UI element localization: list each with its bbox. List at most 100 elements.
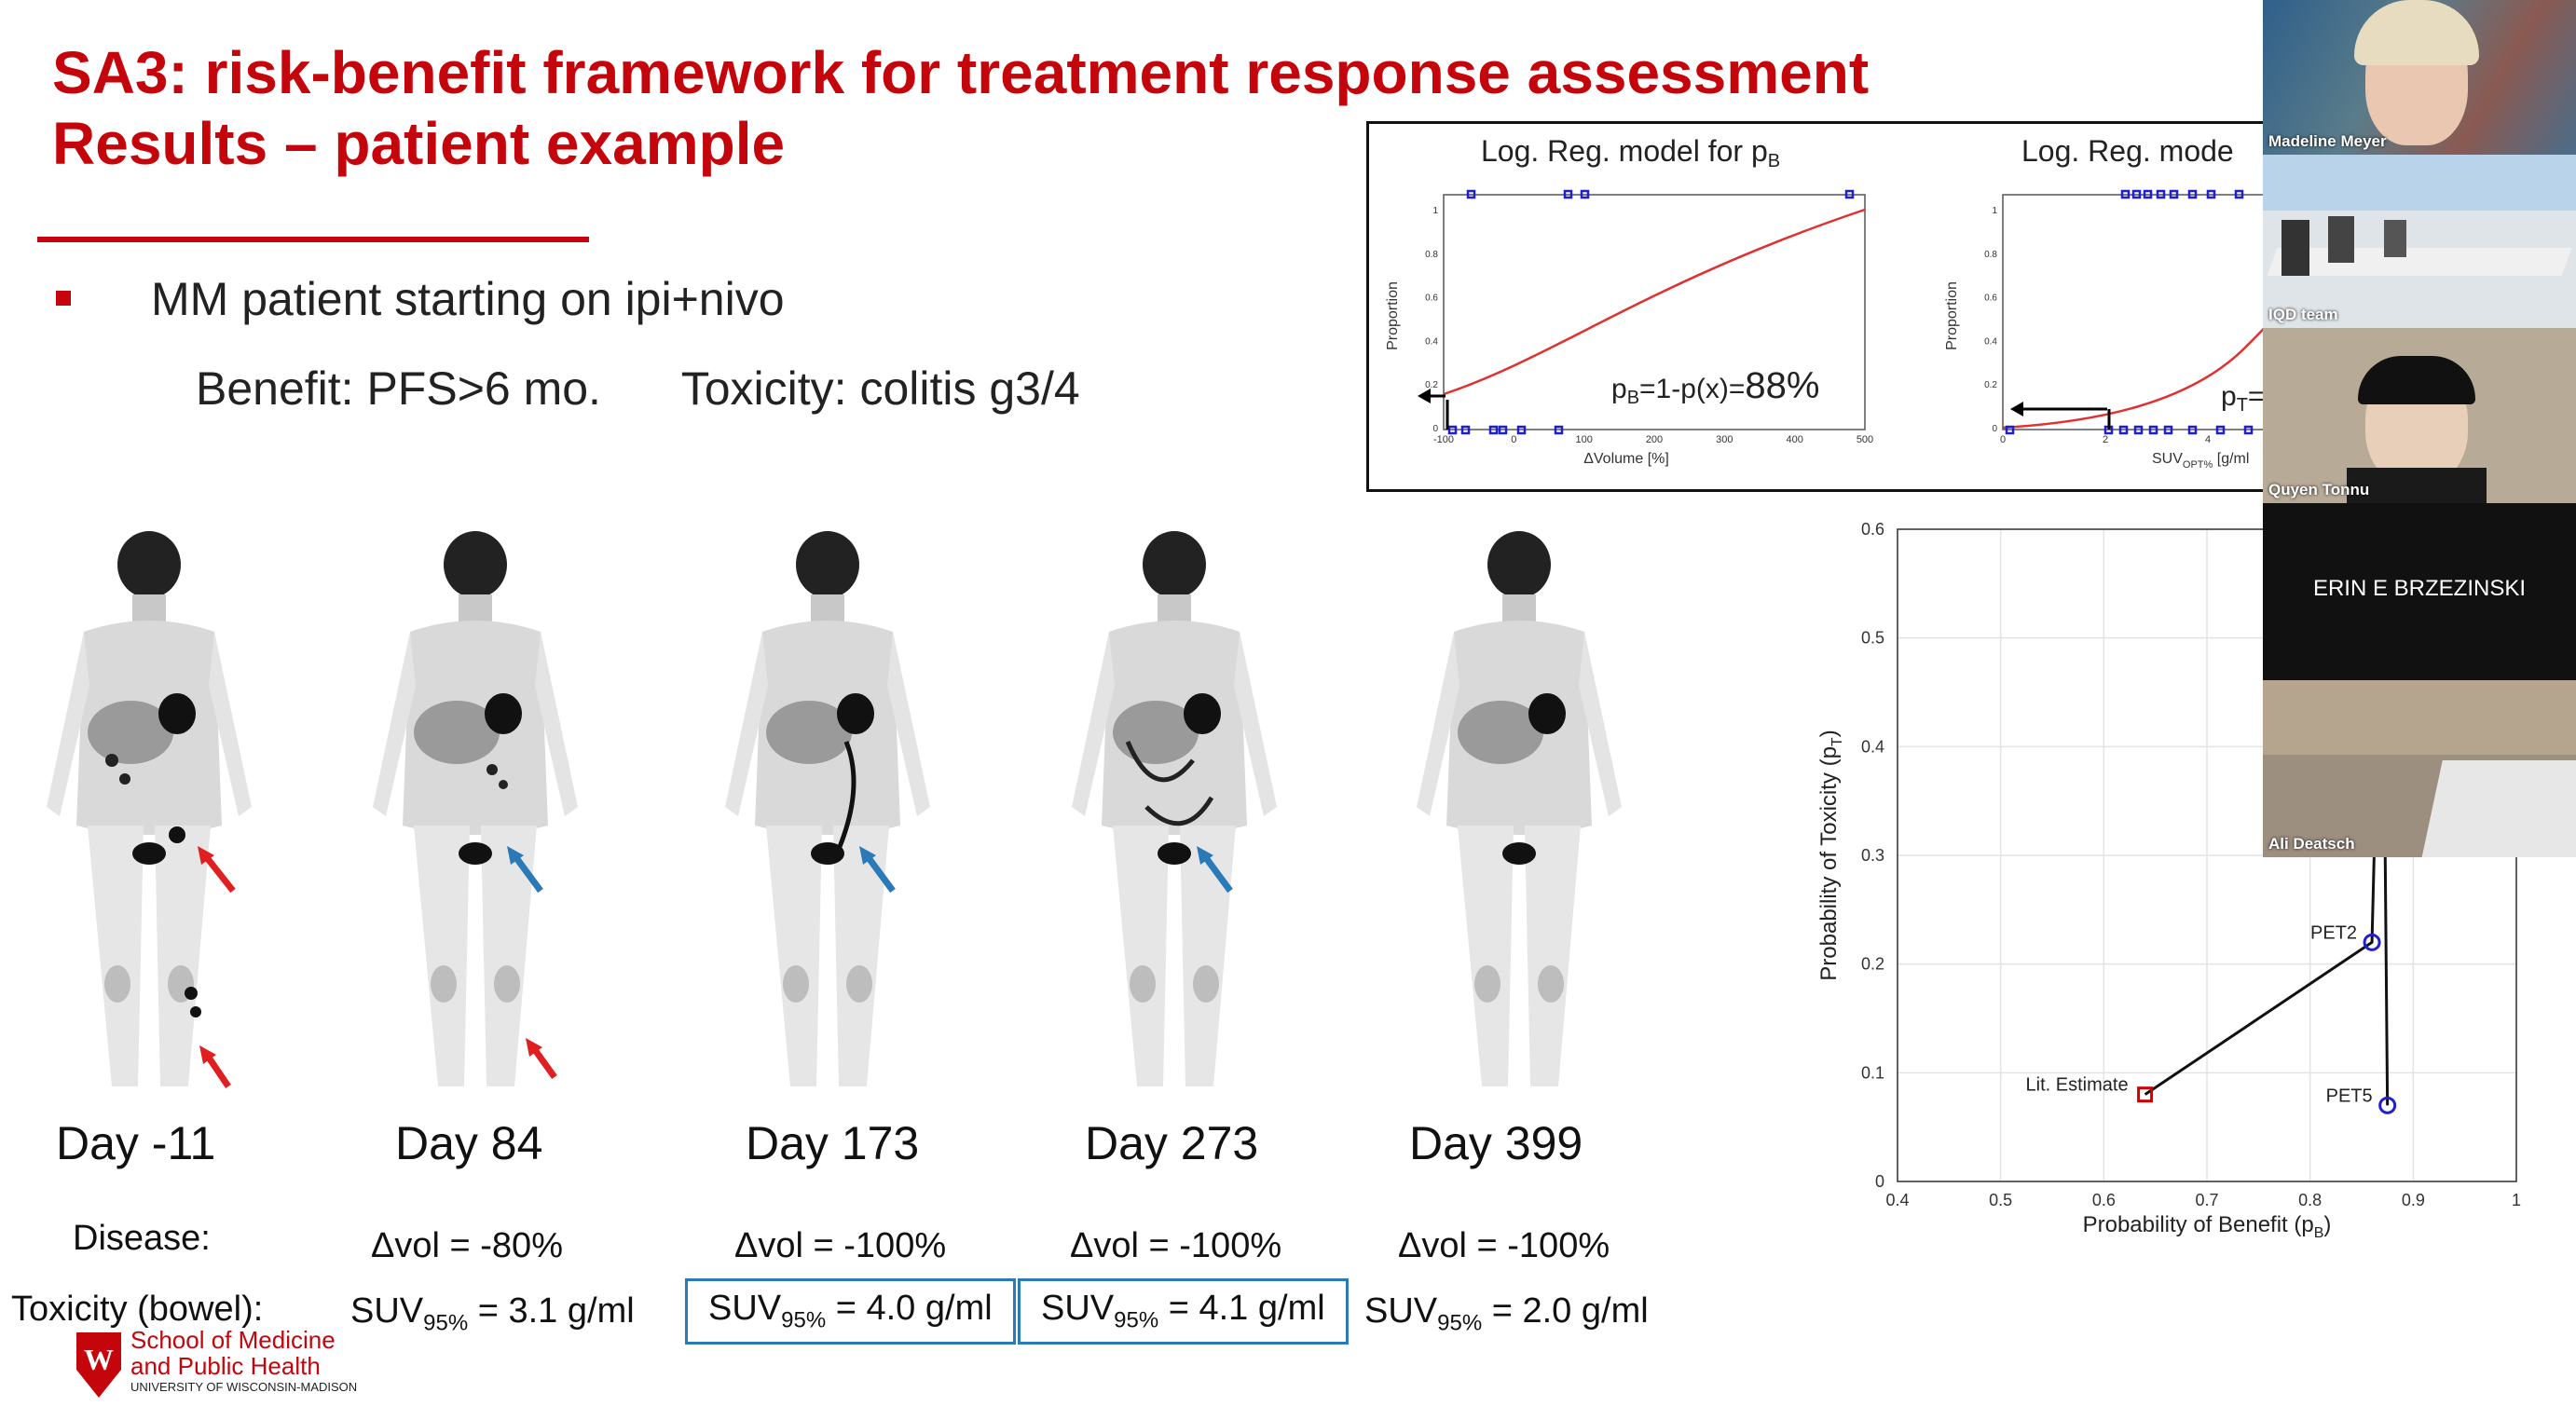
left-xlabel: ΔVolume [%] [1583,451,1669,467]
title-line-1: SA3: risk-benefit framework for treatmen… [52,39,1870,106]
day-label: Day 84 [395,1117,543,1169]
participant-name: Quyen Tonnu [2268,481,2370,498]
left-xtick-label: 500 [1857,434,1873,445]
y-tick-label: 0.3 [1861,846,1884,865]
right-ylabel: Proportion [1944,281,1960,350]
y-tick-label: 0 [1875,1172,1884,1191]
participant-name: IQD team [2268,306,2338,323]
toxicity-label: Toxicity (bowel): [11,1290,264,1329]
bullet-text: MM patient starting on ipi+nivo [151,273,785,325]
participant-tile[interactable]: Ali Deatsch [2263,680,2576,857]
right-xtick-label: 2 [2103,434,2108,445]
svg-text:W: W [84,1343,114,1376]
pet-image-day-273 [1072,531,1277,1086]
left-ytick-label: 1 [1432,206,1438,216]
slide-title: SA3: risk-benefit framework for treatmen… [52,37,1869,179]
participant-tile[interactable]: Quyen Tonnu [2263,328,2576,503]
dvol-value: Δvol = -100% [1398,1226,1610,1265]
y-tick-label: 0.4 [1861,737,1884,756]
left-panel-title: Log. Reg. model for pB [1481,134,1780,171]
participant-name: Ali Deatsch [2268,835,2355,853]
suv-value-boxed: SUV95% = 4.1 g/ml [1018,1278,1349,1345]
dvol-value: Δvol = -100% [1070,1226,1282,1265]
arrow-left-icon [2010,402,2023,416]
left-ytick-label: 0.4 [1425,336,1438,347]
point-marker [2137,1086,2154,1103]
right-xtick-label: 4 [2205,434,2211,445]
x-tick-label: 0.5 [1989,1191,2012,1209]
right-ytick-label: 0 [1992,424,1997,434]
y-tick-label: 0.2 [1861,955,1884,974]
x-tick-label: 0.6 [2092,1191,2116,1209]
right-formula: pT= [2221,381,2264,416]
left-xtick-label: 300 [1716,434,1733,445]
day-label: Day 399 [1409,1117,1583,1169]
left-ylabel: Proportion [1385,281,1401,350]
point-marker [2363,933,2381,951]
logo-line-2: and Public Health [130,1352,321,1380]
point-label: PET2 [2310,922,2357,943]
pet-image-day-173 [725,531,930,1086]
x-tick-label: 0.9 [2402,1191,2425,1209]
logo-line-3: UNIVERSITY OF WISCONSIN-MADISON [130,1380,358,1394]
day-label: Day -11 [56,1117,216,1169]
benefit-text: Benefit: PFS>6 mo. [196,362,601,415]
left-xtick-label: 400 [1786,434,1802,445]
logistic-regression-inset: Log. Reg. model for pB 0 0.2 0.4 0.6 0.8 1 -1… [1366,121,2397,492]
point-label: PET5 [2326,1085,2373,1106]
x-axis-label: Probability of Benefit (pB) [2083,1212,2332,1237]
x-tick-label: 1 [2512,1191,2521,1209]
suv-value: SUV95% = 2.0 g/ml [1364,1291,1649,1336]
right-xlabel: SUVOPT% [g/ml [2152,451,2249,471]
left-xtick-label: 200 [1646,434,1663,445]
point-label: Lit. Estimate [2026,1075,2129,1096]
participant-name: Madeline Meyer [2268,132,2387,150]
left-ytick-label: 0.6 [1425,294,1438,304]
arrow-left-icon [1418,389,1431,403]
disease-label: Disease: [73,1219,211,1258]
right-xtick-label: 0 [2000,434,2006,445]
y-tick-label: 0.5 [1861,629,1884,648]
left-xtick-label: 100 [1575,434,1592,445]
left-ytick-label: 0.2 [1425,380,1438,390]
participant-name: ERIN E BRZEZINSKI [2312,576,2527,601]
left-ytick-label: 0.8 [1425,250,1438,260]
right-ytick-label: 0.2 [1984,380,1997,390]
dvol-value: Δvol = -80% [371,1226,563,1265]
y-axis-label: Probability of Toxicity (pT) [1816,730,1845,980]
lesion-arrow-icon [202,853,236,894]
pet-image-day-399 [1417,531,1622,1086]
right-ytick-label: 0.6 [1984,294,1997,304]
left-xtick-label: -100 [1433,434,1454,445]
left-ytick-label: 0 [1432,424,1438,434]
pet-image-day-minus-11 [47,531,252,1088]
participant-tile[interactable]: ERIN E BRZEZINSKI [2263,503,2576,680]
title-line-2: Results – patient example [52,110,786,177]
pet-image-day-84 [373,531,578,1086]
right-panel-title: Log. Reg. mode [2021,134,2234,168]
left-formula: pB=1-p(x)=88% [1611,365,1819,408]
logo-line-1: School of Medicine [130,1326,336,1354]
left-logistic-curve [1443,208,1866,396]
y-tick-label: 0.6 [1861,520,1884,539]
bullet-marker [56,291,71,306]
left-xtick-label: 0 [1511,434,1516,445]
participant-tile[interactable]: IQD team [2263,155,2576,328]
dvol-value: Δvol = -100% [734,1226,947,1265]
y-tick-label: 0.1 [1861,1063,1884,1082]
participant-avatar [2358,356,2475,404]
right-ytick-label: 0.8 [1984,250,1997,260]
x-tick-label: 0.4 [1885,1191,1909,1209]
title-underline [37,237,589,242]
suv-value-boxed: SUV95% = 4.0 g/ml [685,1278,1016,1345]
point-marker [2378,1096,2397,1114]
day-label: Day 273 [1085,1117,1259,1169]
x-tick-label: 0.7 [2195,1191,2218,1209]
toxicity-text: Toxicity: colitis g3/4 [680,362,1080,415]
crest-icon: W [76,1332,121,1398]
benefit-toxicity-line: Benefit: PFS>6 mo. Toxicity: colitis g3/… [196,362,1080,416]
x-tick-label: 0.8 [2298,1191,2322,1209]
right-ytick-label: 1 [1992,206,1997,216]
participant-tile[interactable]: Madeline Meyer [2263,0,2576,155]
suv-value: SUV95% = 3.1 g/ml [350,1291,635,1336]
